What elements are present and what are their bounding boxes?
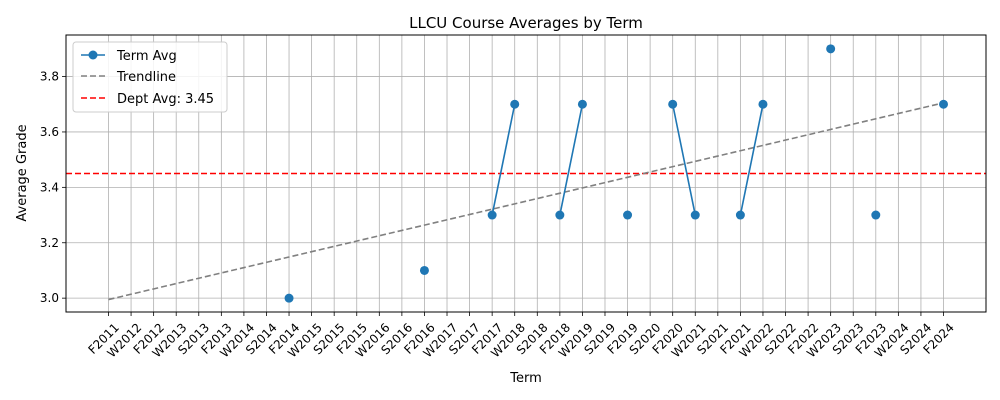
y-axis-ticks: 3.0 3.2 3.4 3.6 3.8 bbox=[40, 70, 66, 305]
term-avg-segment bbox=[739, 104, 764, 216]
chart-title: LLCU Course Averages by Term bbox=[409, 14, 643, 32]
plot-frame bbox=[65, 34, 987, 313]
term-avg-point bbox=[577, 99, 587, 109]
term-avg-point bbox=[510, 99, 520, 109]
legend-term-avg-marker bbox=[88, 50, 98, 60]
term-avg-point bbox=[690, 210, 700, 220]
trendline bbox=[108, 102, 944, 301]
term-avg-point bbox=[735, 210, 745, 220]
term-avg-point bbox=[487, 210, 497, 220]
y-tick-label: 3.4 bbox=[40, 180, 59, 194]
y-tick-label: 3.0 bbox=[40, 291, 59, 305]
term-avg-point bbox=[826, 44, 836, 54]
legend: Term Avg Trendline Dept Avg: 3.45 bbox=[72, 41, 228, 113]
term-avg-point bbox=[284, 293, 294, 303]
term-avg-point bbox=[758, 99, 768, 109]
x-axis-ticks: F2011W2012F2012W2013S2013F2013W2014S2014… bbox=[85, 312, 957, 360]
series-layer bbox=[284, 44, 948, 303]
legend-trendline-label: Trendline bbox=[116, 70, 176, 85]
term-avg-point bbox=[419, 265, 429, 275]
x-axis-label: Term bbox=[509, 371, 542, 386]
term-avg-point bbox=[555, 210, 565, 220]
term-avg-segment bbox=[491, 104, 516, 216]
y-axis-label: Average Grade bbox=[15, 124, 30, 221]
reference-lines bbox=[66, 102, 986, 301]
term-avg-segment bbox=[559, 104, 584, 216]
legend-dept-avg-label: Dept Avg: 3.45 bbox=[117, 92, 214, 107]
y-tick-label: 3.2 bbox=[40, 236, 59, 250]
term-avg-point bbox=[668, 99, 678, 109]
term-avg-point bbox=[871, 210, 881, 220]
term-avg-point bbox=[623, 210, 633, 220]
legend-box bbox=[72, 41, 228, 113]
term-avg-point bbox=[939, 99, 948, 109]
y-tick-label: 3.8 bbox=[40, 70, 59, 84]
legend-term-avg-label: Term Avg bbox=[116, 49, 177, 64]
term-avg-segment bbox=[671, 104, 697, 216]
y-tick-label: 3.6 bbox=[40, 125, 59, 139]
